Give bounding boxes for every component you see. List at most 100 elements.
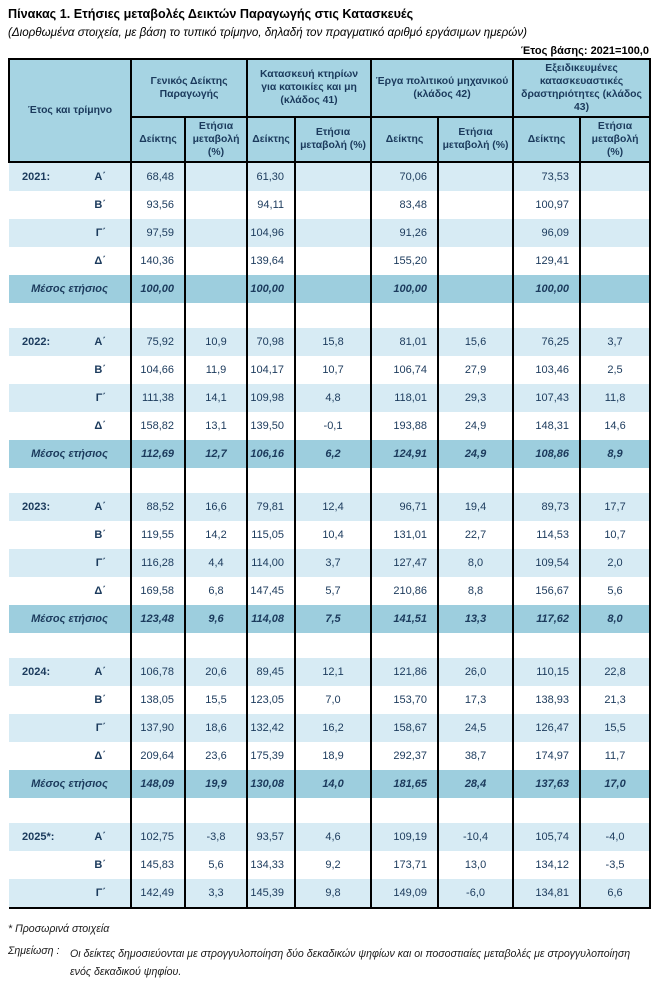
index-value-cell: 123,48 — [130, 604, 186, 633]
quarter-label: Δ΄ — [94, 749, 106, 762]
subheader-change-2: Ετήσια μεταβολή (%) — [294, 115, 373, 163]
change-value-cell — [579, 190, 652, 219]
year-separator-row — [9, 302, 652, 328]
change-value-cell — [183, 218, 249, 247]
index-value-cell: 81,01 — [370, 327, 440, 356]
year-quarter-cell: 2024: Α΄ — [9, 657, 132, 686]
change-value-cell: 14,1 — [183, 383, 249, 412]
separator-cell — [183, 467, 249, 493]
quarter-row: Β΄ 119,55 14,2 115,05 10,4 131,01 22,7 114,53 10… — [9, 520, 652, 549]
index-value-cell: 130,08 — [246, 769, 297, 798]
col-group-general-index: Γενικός Δείκτης Παραγωγής — [129, 57, 249, 118]
quarter-label: Γ΄ — [95, 556, 106, 569]
change-value-cell: 8,0 — [437, 548, 515, 577]
change-value-cell: 20,6 — [183, 657, 249, 686]
change-value-cell — [579, 218, 652, 247]
change-value-cell — [579, 274, 652, 303]
change-value-cell: 8,8 — [437, 576, 515, 605]
sub-header-row: Δείκτης Ετήσια μεταβολή (%) Δείκτης Ετήσ… — [9, 115, 652, 163]
change-value-cell: 18,6 — [183, 713, 249, 742]
year-quarter-wrap: Γ΄ — [9, 887, 130, 899]
annual-average-row: Μέσος ετήσιος 123,48 9,6 114,08 7,5 141,51 13,… — [9, 604, 652, 633]
separator-cell — [130, 302, 186, 328]
quarter-row: 2022: Α΄ 75,92 10,9 70,98 15,8 81,01 15,6 76,25 3… — [9, 327, 652, 356]
separator-cell — [130, 797, 186, 823]
separator-cell — [579, 302, 652, 328]
index-value-cell: 169,58 — [130, 576, 186, 605]
quarter-row: Β΄ 145,83 5,6 134,33 9,2 173,71 13,0 134,12 -3,5 — [9, 850, 652, 879]
year-quarter-wrap: Γ΄ — [9, 392, 130, 404]
annual-average-label: Μέσος ετήσιος — [9, 274, 132, 303]
separator-cell — [512, 467, 582, 493]
year-quarter-wrap: Β΄ — [9, 529, 130, 541]
index-value-cell: 292,37 — [370, 741, 440, 770]
subheader-index-1: Δείκτης — [130, 115, 186, 163]
index-value-cell: 61,30 — [246, 161, 297, 191]
change-value-cell: 9,8 — [294, 878, 373, 909]
year-quarter-cell: Δ΄ — [9, 411, 132, 440]
index-value-cell: 193,88 — [370, 411, 440, 440]
change-value-cell: 3,7 — [579, 327, 652, 356]
table-header: Έτος και τρίμηνο Γενικός Δείκτης Παραγωγ… — [8, 57, 652, 163]
change-value-cell: 10,7 — [579, 520, 652, 549]
index-value-cell: 102,75 — [130, 822, 186, 851]
separator-cell — [512, 797, 582, 823]
index-value-cell: 148,31 — [512, 411, 582, 440]
change-value-cell: 13,3 — [437, 604, 515, 633]
change-value-cell: 5,6 — [579, 576, 652, 605]
index-value-cell: 209,64 — [130, 741, 186, 770]
year-quarter-cell: 2021: Α΄ — [9, 161, 132, 191]
index-value-cell: 70,06 — [370, 161, 440, 191]
change-value-cell: 28,4 — [437, 769, 515, 798]
index-value-cell: 100,00 — [130, 274, 186, 303]
index-value-cell: 116,28 — [130, 548, 186, 577]
subheader-index-3: Δείκτης — [370, 115, 440, 163]
year-quarter-wrap: Β΄ — [9, 364, 130, 376]
annual-average-label: Μέσος ετήσιος — [9, 769, 132, 798]
col-header-year-quarter: Έτος και τρίμηνο — [8, 57, 132, 163]
separator-cell — [579, 632, 652, 658]
change-value-cell: 4,8 — [294, 383, 373, 412]
year-quarter-cell: Β΄ — [9, 190, 132, 219]
change-value-cell: 18,9 — [294, 741, 373, 770]
index-value-cell: 114,53 — [512, 520, 582, 549]
change-value-cell: 9,6 — [183, 604, 249, 633]
production-indices-table: Έτος και τρίμηνο Γενικός Δείκτης Παραγωγ… — [8, 57, 652, 909]
index-value-cell: 139,50 — [246, 411, 297, 440]
index-value-cell: 76,25 — [512, 327, 582, 356]
quarter-label: Β΄ — [94, 693, 106, 706]
col-group-civil-engineering-42: Έργα πολιτικού μηχανικού (κλάδος 42) — [370, 57, 515, 118]
quarter-row: Δ΄ 140,36 139,64 155,20 129,41 — [9, 246, 652, 275]
separator-cell — [130, 467, 186, 493]
index-value-cell: 109,19 — [370, 822, 440, 851]
year-quarter-wrap: Δ΄ — [9, 255, 130, 267]
index-value-cell: 147,45 — [246, 576, 297, 605]
change-value-cell: 15,6 — [437, 327, 515, 356]
index-value-cell: 156,67 — [512, 576, 582, 605]
index-value-cell: 108,86 — [512, 439, 582, 468]
subheader-index-2: Δείκτης — [246, 115, 297, 163]
quarter-row: Γ΄ 111,38 14,1 109,98 4,8 118,01 29,3 107,43 11,… — [9, 383, 652, 412]
group-header-row: Έτος και τρίμηνο Γενικός Δείκτης Παραγωγ… — [8, 57, 652, 163]
year-quarter-cell: Δ΄ — [9, 576, 132, 605]
index-value-cell: 134,12 — [512, 850, 582, 879]
change-value-cell: 21,3 — [579, 685, 652, 714]
change-value-cell: 26,0 — [437, 657, 515, 686]
footnote-note: Σημείωση : Οι δείκτες δημοσιεύονται με σ… — [8, 945, 649, 981]
quarter-label: Δ΄ — [94, 254, 106, 267]
separator-cell — [246, 632, 297, 658]
index-value-cell: 100,00 — [512, 274, 582, 303]
index-value-cell: 119,55 — [130, 520, 186, 549]
change-value-cell: 11,8 — [579, 383, 652, 412]
change-value-cell: 13,0 — [437, 850, 515, 879]
quarter-label: Α΄ — [94, 500, 106, 513]
change-value-cell: 7,0 — [294, 685, 373, 714]
year-separator-row — [9, 467, 652, 493]
separator-cell — [183, 797, 249, 823]
index-value-cell: 153,70 — [370, 685, 440, 714]
index-value-cell: 140,36 — [130, 246, 186, 275]
quarter-row: Γ΄ 97,59 104,96 91,26 96,09 — [9, 218, 652, 247]
index-value-cell: 88,52 — [130, 492, 186, 521]
separator-cell — [579, 467, 652, 493]
index-value-cell: 134,33 — [246, 850, 297, 879]
